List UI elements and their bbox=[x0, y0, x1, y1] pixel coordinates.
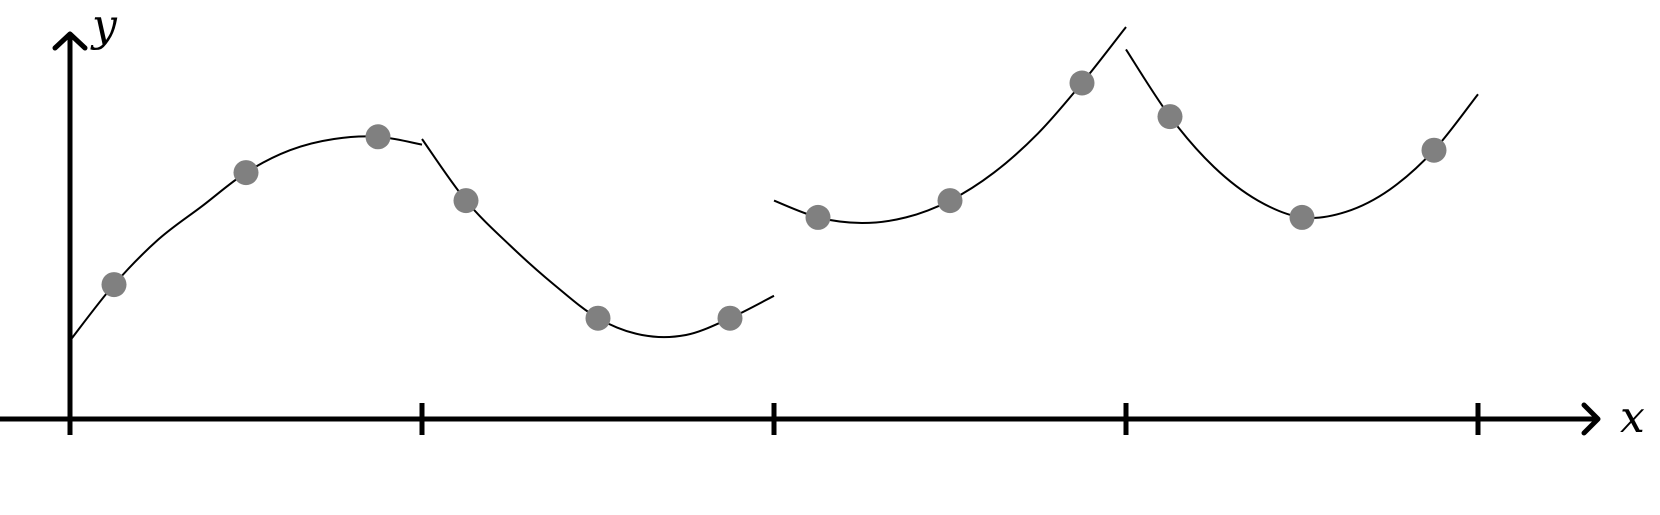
sample-point-3-2 bbox=[937, 188, 963, 214]
sample-point-4-3 bbox=[1421, 137, 1447, 163]
x-axis-label: x bbox=[1620, 392, 1645, 443]
sample-point-2-1 bbox=[453, 188, 479, 214]
sample-point-2-2 bbox=[585, 305, 611, 331]
sample-point-1-1 bbox=[101, 272, 127, 298]
sample-point-1-2 bbox=[233, 160, 259, 186]
x-axis-arrowhead bbox=[1581, 402, 1601, 436]
curve-segments bbox=[69, 26, 1479, 342]
y-axis-label: y bbox=[90, 0, 118, 51]
sample-points bbox=[101, 70, 1447, 331]
sample-point-3-1 bbox=[805, 204, 831, 230]
sample-point-4-2 bbox=[1289, 204, 1315, 230]
x-axis-ticks bbox=[67, 403, 1481, 435]
sample-point-4-1 bbox=[1157, 104, 1183, 130]
y-axis-arrowhead bbox=[52, 31, 88, 51]
sample-point-2-3 bbox=[717, 305, 743, 331]
sample-point-1-3 bbox=[365, 124, 391, 150]
curve-segment-4 bbox=[1125, 48, 1479, 219]
sample-point-3-3 bbox=[1069, 70, 1095, 96]
